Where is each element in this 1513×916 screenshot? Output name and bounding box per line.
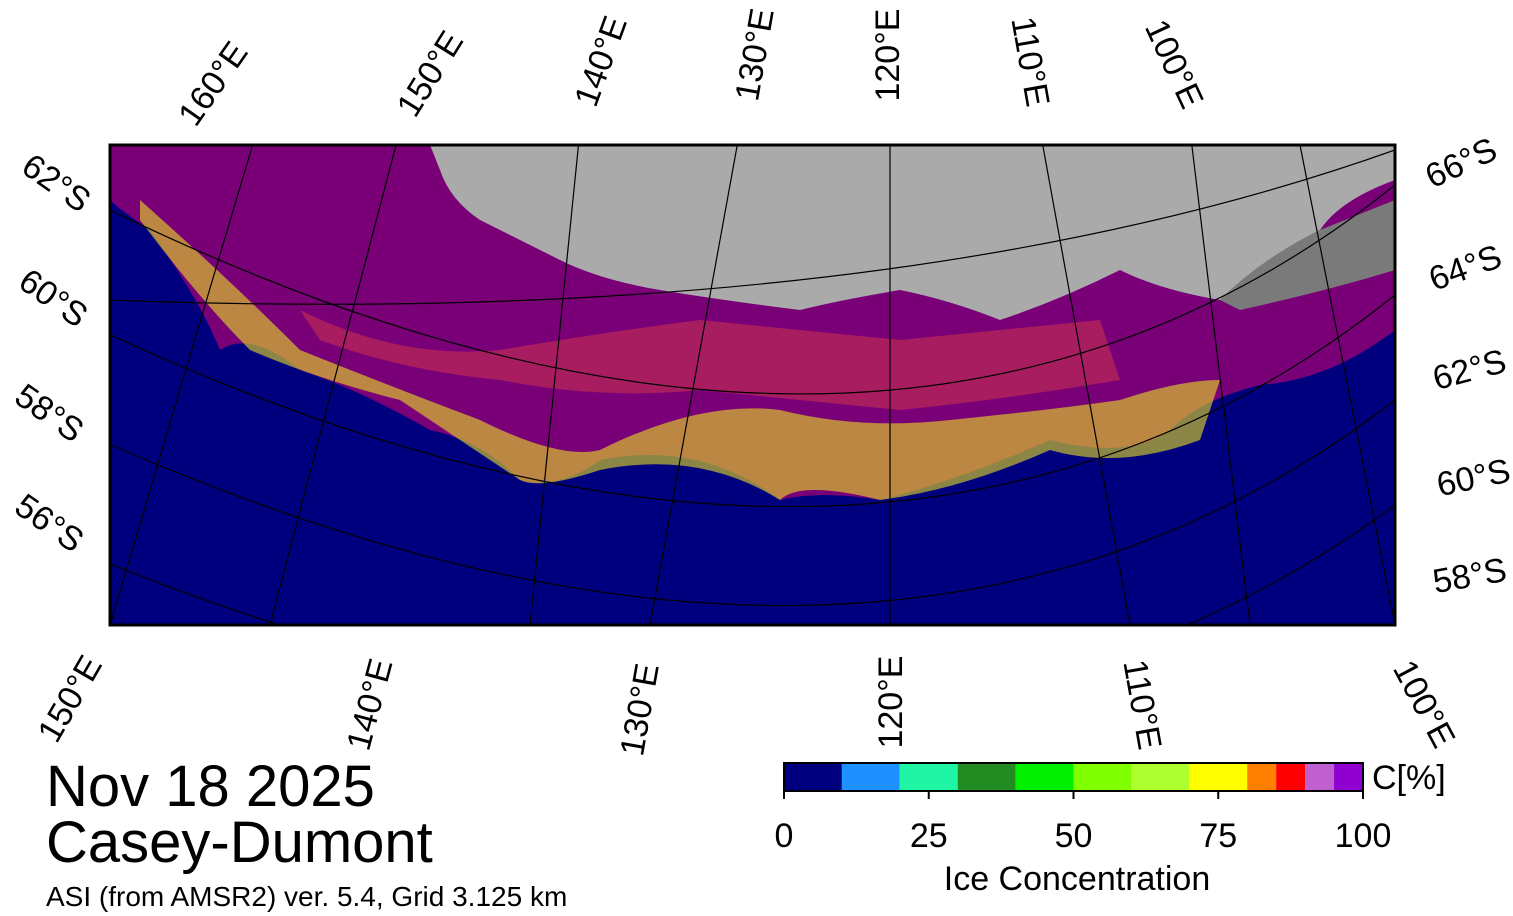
- colorbar-tick-label: 75: [1199, 817, 1237, 855]
- colorbar-segment: [1073, 763, 1132, 791]
- colorbar-tick-label: 0: [775, 817, 794, 855]
- lat-label: 62°S: [15, 147, 97, 221]
- lon-label: 120°E: [872, 655, 910, 748]
- colorbar-unit: C[%]: [1372, 759, 1446, 797]
- colorbar-segment: [1247, 763, 1277, 791]
- lon-label: 140°E: [340, 655, 401, 755]
- colorbar-tick-label: 50: [1055, 817, 1093, 855]
- lat-label: 56°S: [8, 487, 90, 561]
- lon-label: 100°E: [1137, 14, 1211, 114]
- lon-label: 150°E: [31, 649, 110, 749]
- colorbar-segment: [899, 763, 958, 791]
- lon-label: 110°E: [1115, 657, 1168, 753]
- parallel: [110, 399, 1395, 607]
- graticule: [110, 145, 1395, 625]
- meridian: [649, 145, 738, 625]
- meridian: [269, 145, 397, 625]
- lat-label: 60°S: [1433, 452, 1513, 505]
- lon-label: 130°E: [728, 6, 782, 104]
- colorbar-segment: [1015, 763, 1074, 791]
- lat-label: 60°S: [12, 262, 94, 336]
- colorbar-segment: [1334, 763, 1363, 791]
- colorbar-segment: [1189, 763, 1248, 791]
- date: Nov 18 2025: [46, 754, 375, 819]
- colorbar-segment: [1276, 763, 1306, 791]
- ice-mixed: [300, 310, 1120, 410]
- lon-label: 130°E: [613, 661, 667, 759]
- map: [110, 145, 1395, 625]
- lon-label: 140°E: [567, 11, 635, 111]
- lat-label: 64°S: [1424, 238, 1507, 299]
- parallel: [110, 184, 1395, 395]
- ice-edge: [140, 200, 1220, 500]
- colorbar-segment: [1131, 763, 1190, 791]
- ice-shelf: [1220, 200, 1395, 310]
- colorbar-tick-label: 25: [910, 817, 948, 855]
- lon-label: 110°E: [1003, 14, 1056, 110]
- lat-label: 58°S: [1430, 551, 1510, 601]
- meridian: [110, 145, 254, 625]
- lat-label: 62°S: [1429, 342, 1510, 398]
- meridian: [1042, 145, 1131, 625]
- lat-label: 58°S: [8, 377, 90, 451]
- colorbar-title: Ice Concentration: [944, 860, 1211, 898]
- colorbar-segment: [957, 763, 1016, 791]
- parallel: [110, 149, 1395, 305]
- parallel: [110, 504, 1395, 625]
- parallel: [110, 294, 1395, 508]
- land: [430, 145, 1395, 320]
- lon-label: 160°E: [171, 35, 255, 133]
- map-frame: [108, 143, 1397, 627]
- colorbar-tick-label: 100: [1335, 817, 1392, 855]
- source: ASI (from AMSR2) ver. 5.4, Grid 3.125 km: [46, 881, 567, 912]
- colorbar-segment: [1305, 763, 1335, 791]
- meridian: [1299, 145, 1395, 625]
- region: Casey-Dumont: [46, 810, 433, 875]
- colorbar-segment: [784, 763, 842, 791]
- lon-label: 120°E: [869, 8, 907, 101]
- meridian: [529, 145, 580, 625]
- colorbar-segment: [841, 763, 900, 791]
- lat-label: 66°S: [1420, 130, 1503, 196]
- meridian: [1191, 145, 1251, 625]
- lon-label: 100°E: [1385, 654, 1462, 754]
- lon-label: 150°E: [390, 24, 472, 123]
